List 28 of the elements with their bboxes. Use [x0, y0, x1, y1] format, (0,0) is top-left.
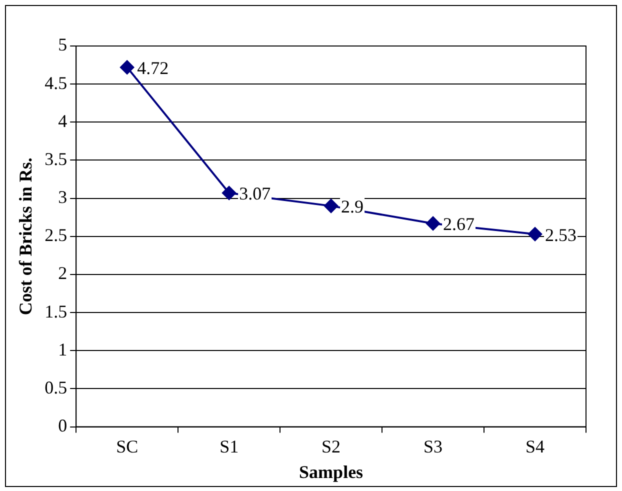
x-tick-label: S2 [322, 436, 341, 456]
y-axis-title: Cost of Bricks in Rs. [15, 158, 36, 316]
y-tick-label: 0.5 [44, 377, 68, 398]
y-tick-label: 4.5 [44, 72, 68, 93]
y-tick-label: 0 [58, 416, 68, 436]
y-tick-label: 3.5 [44, 148, 68, 169]
y-tick-label: 5 [58, 34, 68, 55]
data-label: 2.9 [341, 196, 364, 217]
point [528, 227, 542, 242]
x-tick-label: S4 [526, 436, 545, 456]
y-tick-label: 2 [58, 263, 68, 284]
y-tick-label: 4 [58, 110, 68, 131]
x-tick-label: SC [116, 436, 138, 456]
x-axis-title: Samples [299, 462, 364, 482]
x-tick-label: S1 [220, 436, 239, 456]
y-tick-label: 1.5 [44, 301, 68, 322]
x-tick-label: S3 [424, 436, 443, 456]
y-tick-label: 2.5 [44, 225, 68, 246]
data-label: 2.53 [545, 224, 577, 245]
y-tick-label: 3 [58, 187, 68, 208]
y-tick-label: 1 [58, 339, 68, 360]
data-label: 2.67 [443, 214, 475, 234]
point [222, 186, 236, 200]
point [324, 198, 338, 213]
point [120, 60, 134, 74]
data-label: 4.72 [137, 58, 169, 78]
point [426, 216, 440, 230]
data-label: 3.07 [239, 184, 271, 204]
